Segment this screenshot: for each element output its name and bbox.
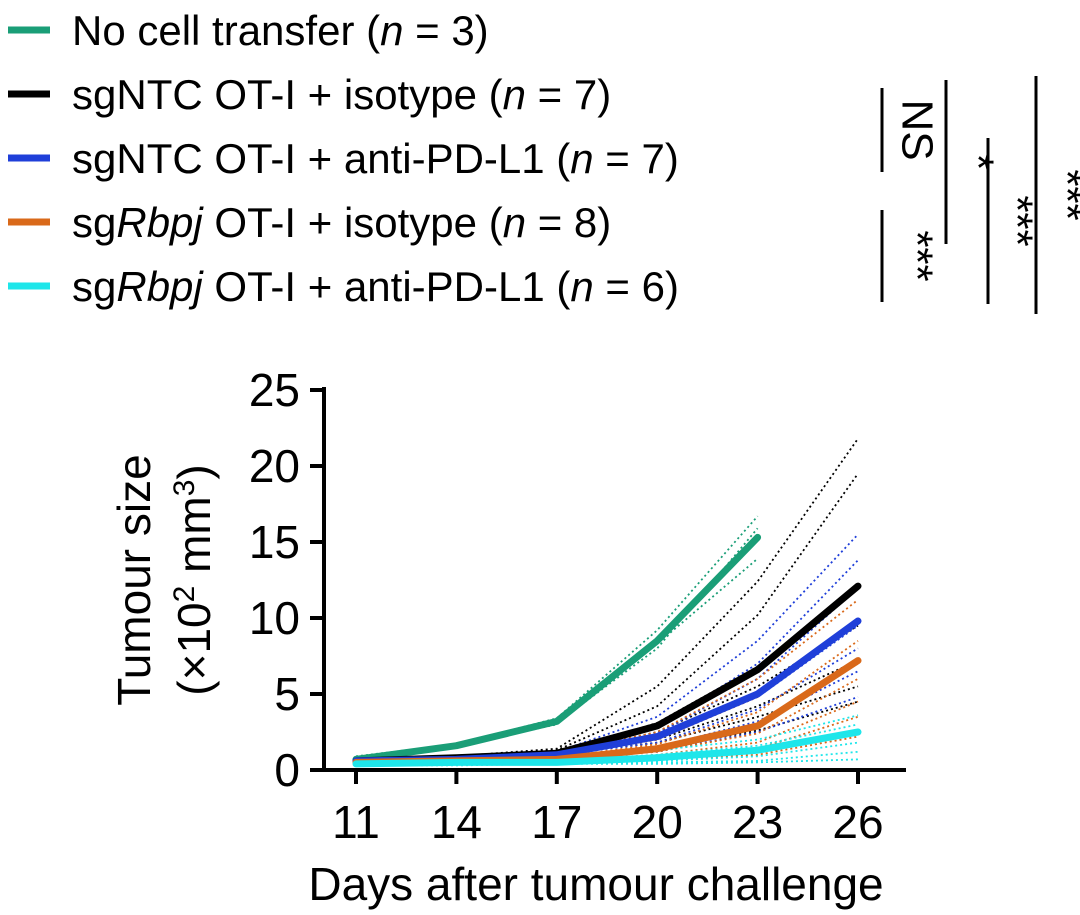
individual-line [355, 559, 859, 762]
legend: No cell transfer (n = 3) sgNTC OT-I + iso… [8, 7, 679, 310]
individual-line [355, 438, 859, 761]
x-tick-label: 17 [531, 796, 582, 848]
x-tick-label: 26 [832, 796, 883, 848]
y-tick-label: 15 [249, 516, 300, 568]
significance-label: NS [892, 99, 941, 160]
y-tick-label: 20 [249, 440, 300, 492]
plot-area: 0 5 10 15 20 25 11 14 17 20 23 26 [249, 364, 906, 848]
x-tick-label: 20 [632, 796, 683, 848]
individual-line [355, 473, 859, 762]
individual-line [355, 558, 759, 761]
significance-label: * [953, 153, 1002, 170]
legend-label: sgRbpj OT-I + isotype (n = 8) [72, 199, 611, 246]
y-tick-label: 0 [274, 744, 300, 796]
legend-label: sgNTC OT-I + anti-PD-L1 (n = 7) [72, 135, 679, 182]
significance-label: *** [1042, 169, 1080, 220]
significance-brackets: NS********** [880, 76, 1080, 314]
significance-label: *** [992, 195, 1041, 246]
significance-label: *** [892, 230, 941, 281]
legend-label: sgNTC OT-I + isotype (n = 7) [72, 71, 611, 118]
mean-line [352, 728, 862, 768]
y-axis-label-line1: Tumour size [108, 454, 160, 705]
y-tick-label: 25 [249, 364, 300, 416]
x-tick-label: 23 [732, 796, 783, 848]
x-axis-label: Days after tumour challenge [308, 858, 883, 910]
y-axis-label: Tumour size (×102 mm3) [108, 454, 220, 705]
legend-label: sgRbpj OT-I + anti-PD-L1 (n = 6) [72, 263, 679, 310]
y-tick-label: 10 [249, 592, 300, 644]
mean-line [352, 533, 762, 763]
y-tick-label: 5 [274, 668, 300, 720]
x-tick-label: 14 [431, 796, 482, 848]
mean-lines [352, 533, 862, 768]
x-tick-label: 11 [332, 796, 380, 848]
y-axis-label-line2: (×102 mm3) [168, 464, 220, 695]
x-ticks: 11 14 17 20 23 26 [332, 770, 884, 848]
individual-lines [355, 438, 859, 767]
y-ticks: 0 5 10 15 20 25 [249, 364, 324, 796]
legend-label: No cell transfer (n = 3) [72, 7, 489, 54]
individual-line [355, 586, 859, 762]
individual-line [356, 758, 859, 767]
